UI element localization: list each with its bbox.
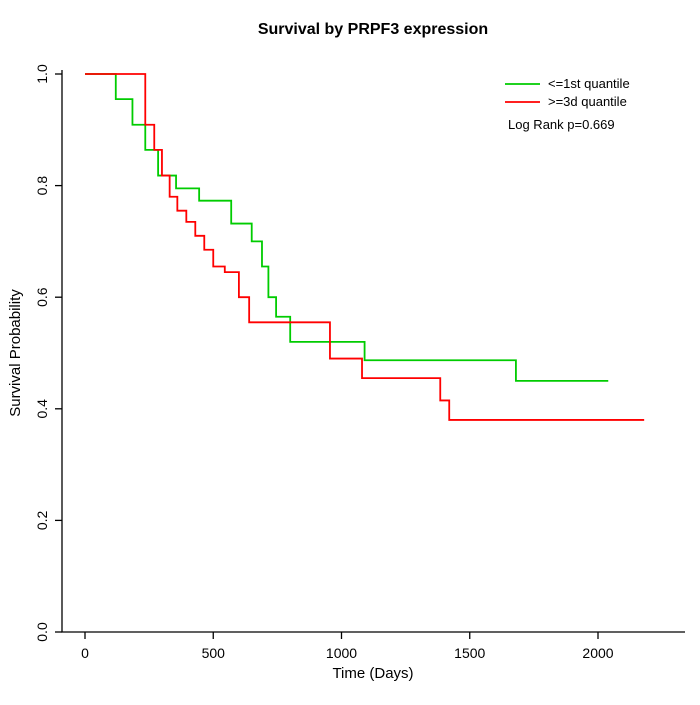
x-axis-label: Time (Days) [332, 665, 413, 682]
x-tick-label: 0 [81, 645, 89, 661]
chart-title: Survival by PRPF3 expression [258, 21, 488, 38]
y-tick-label: 0.6 [34, 287, 50, 307]
y-tick-label: 0.2 [34, 510, 50, 530]
y-tick-label: 0.0 [34, 622, 50, 642]
km-curve-third-quantile [85, 73, 645, 421]
y-tick-label: 1.0 [34, 64, 50, 84]
y-tick-label: 0.4 [34, 399, 50, 419]
y-axis-label: Survival Probability [7, 289, 24, 417]
x-tick-label: 1000 [326, 645, 357, 661]
x-tick-label: 500 [202, 645, 226, 661]
legend-label-third-quantile: >=3d quantile [548, 94, 627, 109]
x-tick-label: 1500 [454, 645, 485, 661]
y-tick-label: 0.8 [34, 176, 50, 196]
plot-area: 0 500 1000 1500 2000 0.0 0.2 0.4 0.6 0.8 1.0 [34, 64, 685, 661]
km-curve-first-quantile [85, 73, 609, 382]
x-tick-label: 2000 [582, 645, 613, 661]
legend: <=1st quantile >=3d quantile Log Rank p=… [505, 76, 630, 132]
log-rank-p-value: Log Rank p=0.669 [508, 117, 615, 132]
legend-label-first-quantile: <=1st quantile [548, 76, 630, 91]
axes [61, 70, 685, 633]
